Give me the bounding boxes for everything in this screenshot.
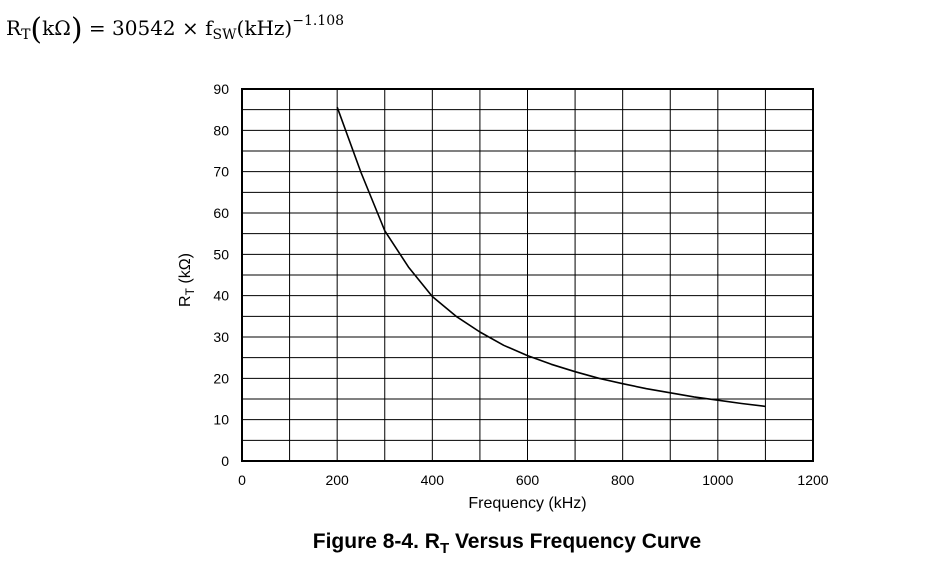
x-tick-label: 1200	[797, 472, 828, 488]
x-tick-label: 1000	[702, 472, 733, 488]
y-tick-label: 0	[221, 453, 229, 469]
y-tick-label: 70	[213, 164, 229, 180]
caption-subscript: T	[440, 540, 449, 557]
chart-curve-layer	[337, 107, 765, 406]
caption-prefix: Figure 8-4. R	[313, 530, 440, 553]
y-tick-label: 80	[213, 122, 229, 138]
y-tick-label: 50	[213, 246, 229, 262]
y-tick-label: 40	[213, 288, 229, 304]
y-tick-label: 20	[213, 370, 229, 386]
x-tick-label: 0	[238, 472, 246, 488]
x-tick-label: 600	[516, 472, 540, 488]
x-tick-label: 800	[611, 472, 635, 488]
caption-suffix: Versus Frequency Curve	[449, 530, 701, 553]
figure-caption: Figure 8-4. RT Versus Frequency Curve	[0, 530, 950, 557]
chart-grid	[242, 89, 813, 461]
y-tick-label: 90	[213, 81, 229, 97]
x-tick-label: 200	[325, 472, 349, 488]
y-tick-label: 60	[213, 205, 229, 221]
y-axis-title-unit: (kΩ)	[177, 253, 194, 288]
y-axis-title-main: R	[177, 295, 194, 307]
chart-tick-labels: 0 200 400 600 800 1000 1200 0 10 20 30 40 50 60 70 80 90	[213, 81, 828, 488]
y-axis-title: RT (kΩ)	[177, 253, 197, 307]
x-axis-title: Frequency (kHz)	[468, 495, 586, 512]
rt-curve-line	[337, 107, 765, 406]
y-tick-label: 30	[213, 329, 229, 345]
y-tick-label: 10	[213, 412, 229, 428]
x-tick-label: 400	[421, 472, 445, 488]
rt-frequency-chart: 0 200 400 600 800 1000 1200 0 10 20 30 40 50 60 70 80 90…	[0, 0, 950, 530]
